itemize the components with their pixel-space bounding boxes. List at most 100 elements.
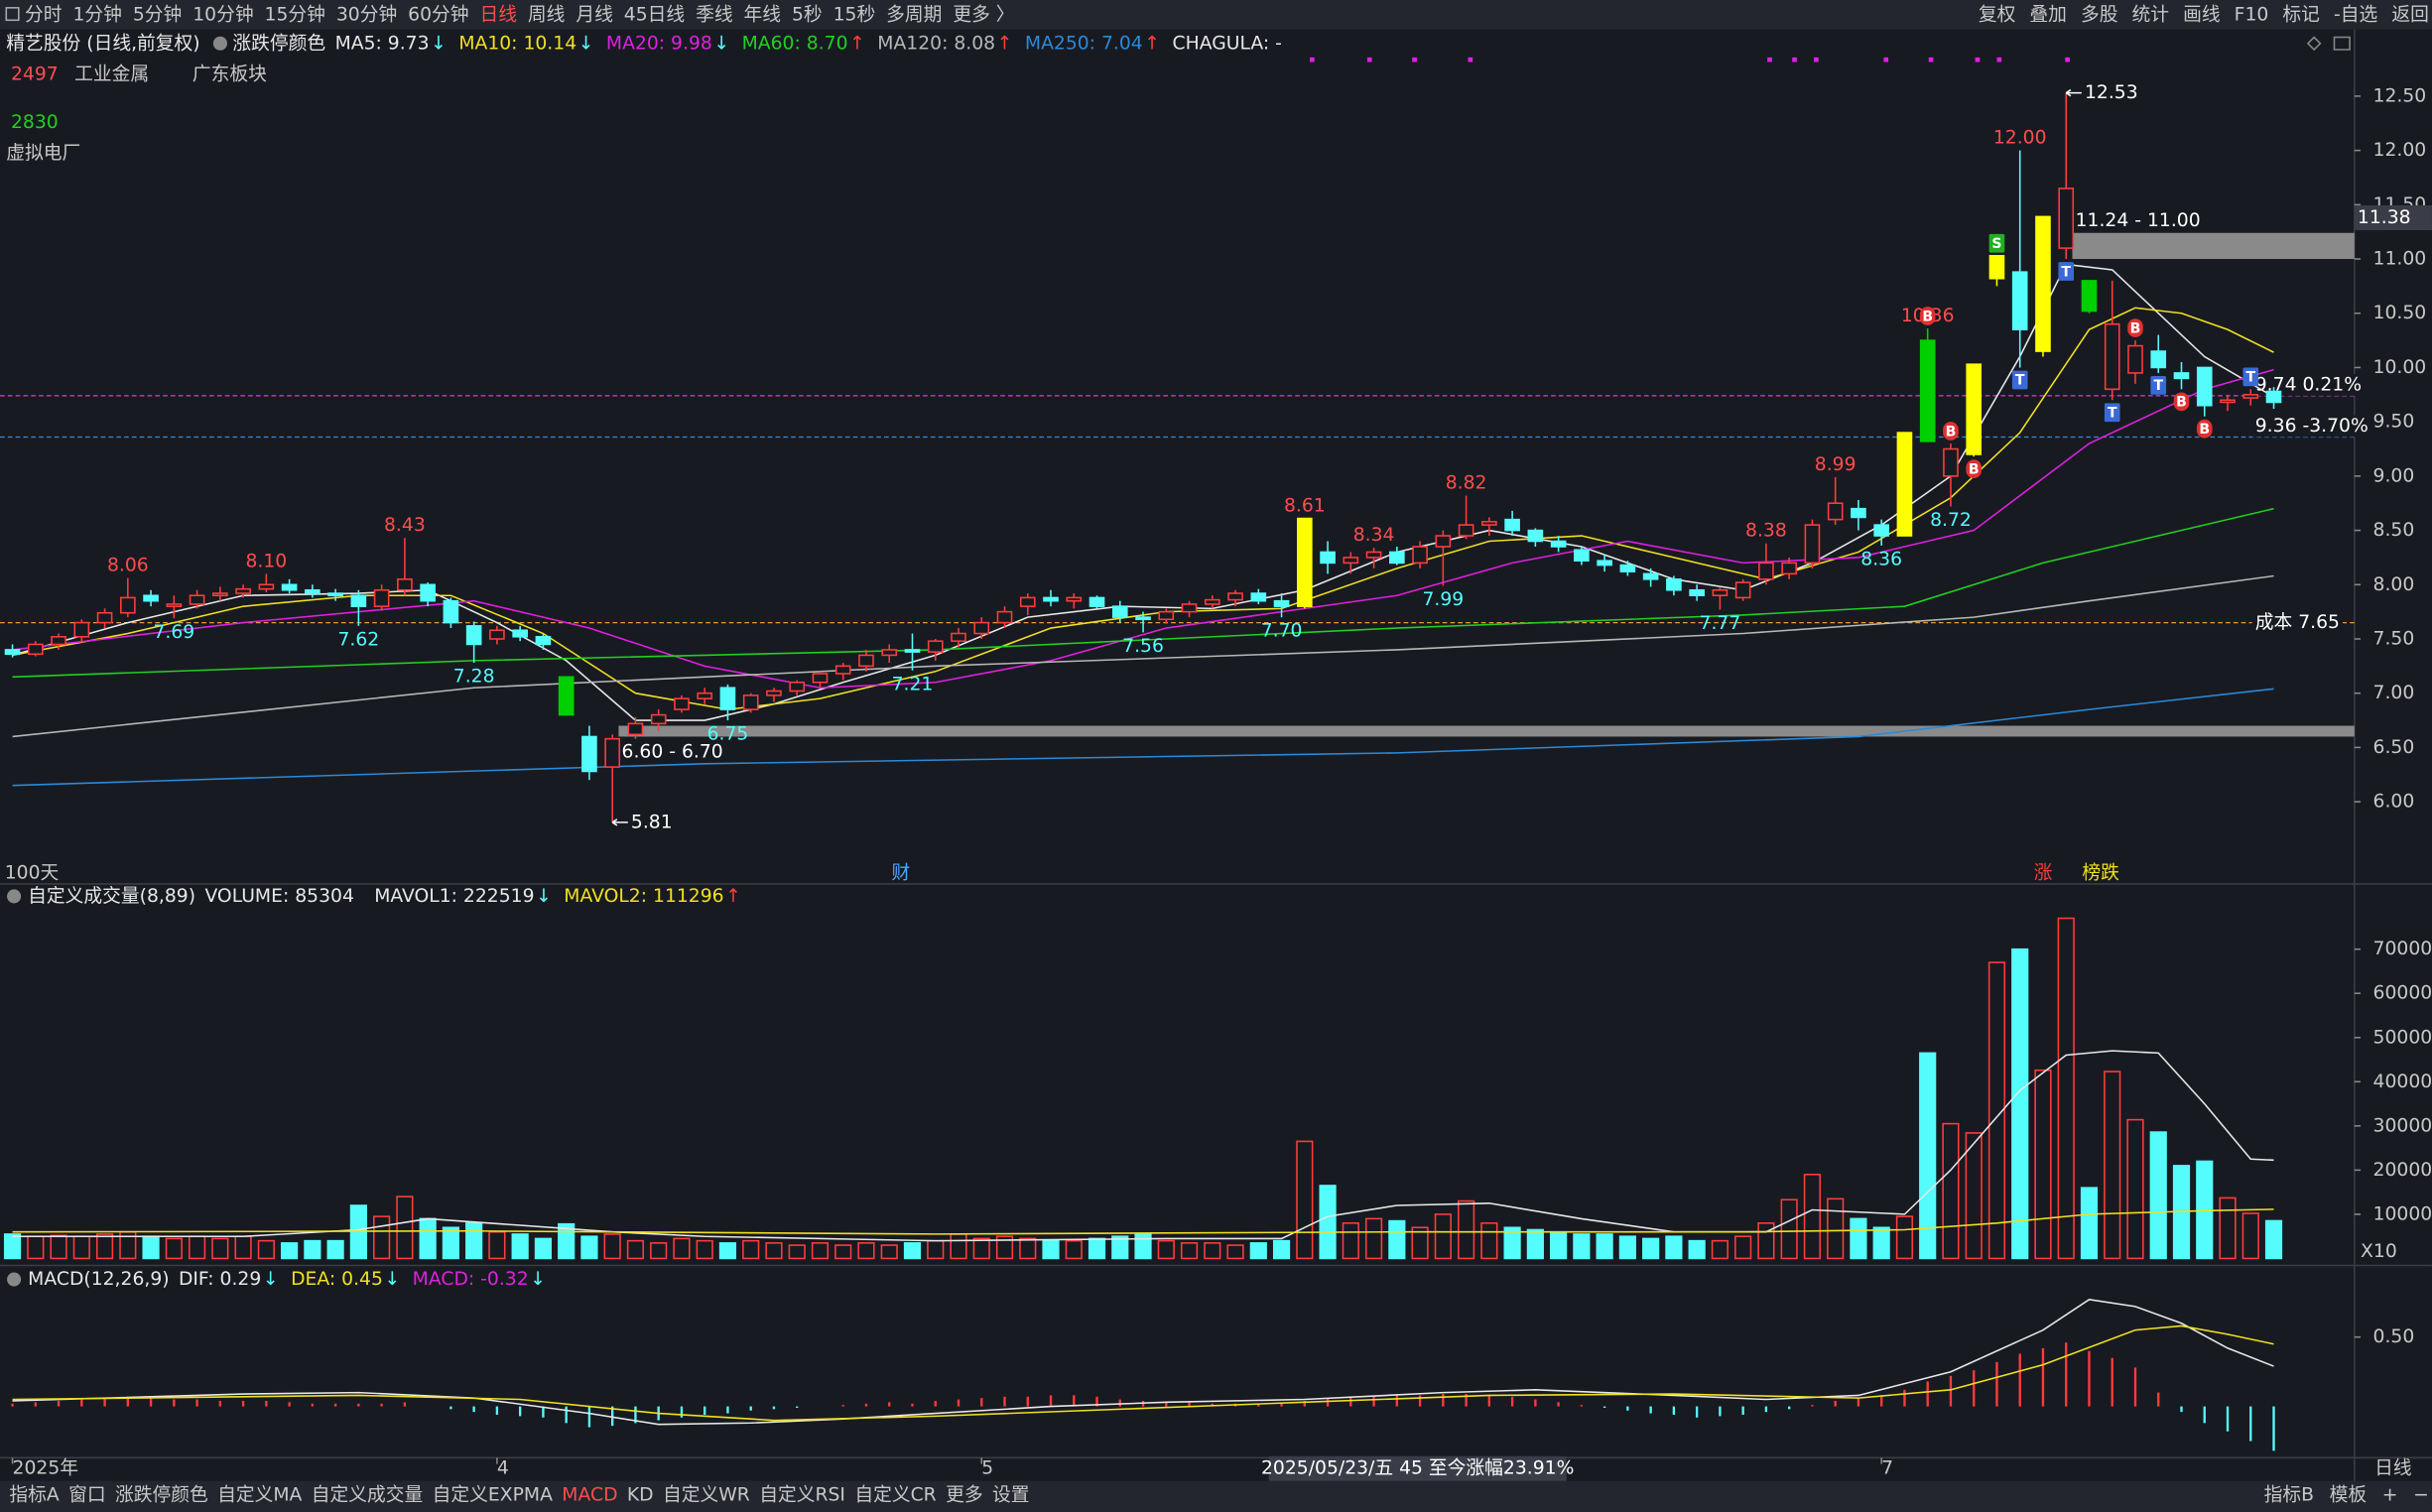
volume-bar [2264, 1219, 2283, 1260]
extreme-arrow [2065, 88, 2082, 97]
period-button[interactable]: 多周期 [886, 3, 942, 25]
candle-body [904, 649, 921, 653]
sector-name[interactable]: 广东板块 [192, 63, 267, 85]
volume-bar [1665, 1235, 1683, 1260]
period-button[interactable]: 5秒 [792, 3, 823, 25]
candle-body [327, 592, 343, 597]
volume-bar [1919, 1052, 1937, 1260]
indicator-tab[interactable]: 更多 [946, 1483, 983, 1505]
indicator-tab[interactable]: − [2413, 1484, 2429, 1505]
extreme-label: 12.53 [2085, 82, 2138, 103]
indicator-tab[interactable]: 指标A [9, 1483, 59, 1505]
volume-bar [281, 1242, 299, 1260]
candle-body [1988, 254, 2005, 280]
period-button[interactable]: 10分钟 [192, 3, 253, 25]
indicator-tab[interactable]: 自定义CR [854, 1483, 936, 1505]
candle-body [766, 690, 782, 696]
tool-button[interactable]: 叠加 [2029, 3, 2066, 25]
low-label: 6.75 [707, 724, 749, 745]
candle-body [1066, 596, 1083, 602]
legend-arrow: ↑ [725, 886, 741, 907]
tool-button[interactable]: F10 [2235, 4, 2269, 25]
indicator-tab[interactable]: + [2382, 1484, 2398, 1505]
indicator-tab[interactable]: 窗口 [68, 1483, 106, 1505]
candle-body [951, 632, 966, 642]
candle-body [1088, 596, 1105, 607]
period-button[interactable]: 60分钟 [408, 3, 468, 25]
tool-button[interactable]: 多股 [2081, 3, 2118, 25]
label-bg [2251, 415, 2371, 438]
tool-button[interactable]: 统计 [2132, 3, 2170, 25]
period-button[interactable]: 30分钟 [336, 3, 397, 25]
volume-bar [1480, 1222, 1498, 1260]
candle-body [1365, 551, 1382, 559]
legend-entry: DIF: 0.29 [179, 1269, 261, 1290]
indicator-tab[interactable]: 自定义EXPMA [433, 1483, 553, 1505]
tool-button[interactable]: 复权 [1979, 3, 2016, 25]
period-button[interactable]: 更多 〉 [953, 3, 1014, 25]
marker-dot [1996, 57, 2002, 63]
period-button[interactable]: 1分钟 [72, 3, 121, 25]
tool-button[interactable]: 标记 [2282, 3, 2320, 25]
macd-line [12, 1299, 2274, 1426]
tool-button[interactable]: -自选 [2334, 3, 2378, 25]
period-button[interactable]: 月线 [576, 3, 613, 25]
period-button[interactable]: 日线 [479, 3, 517, 25]
period-button[interactable]: 年线 [744, 3, 782, 25]
period-button[interactable]: 5分钟 [133, 3, 182, 25]
volume-bar [834, 1244, 852, 1260]
volume-bar [558, 1222, 576, 1260]
indicator-tab[interactable]: 指标B [2264, 1483, 2314, 1505]
sector-name[interactable]: 虚拟电厂 [6, 142, 80, 164]
macd-line [12, 1324, 2274, 1422]
volume-bar [1780, 1198, 1798, 1260]
indicator-tab[interactable]: 涨跌停颜色 [115, 1483, 208, 1505]
tool-button[interactable]: 返回 [2391, 3, 2429, 25]
period-button[interactable]: 15秒 [833, 3, 876, 25]
sector-name[interactable]: 工业金属 [74, 63, 149, 85]
low-label: 7.21 [892, 674, 934, 694]
candle-body [742, 694, 759, 710]
signal-text: T [2108, 406, 2117, 422]
period-button[interactable]: 分时 [25, 3, 63, 25]
volume-bar [211, 1237, 229, 1260]
indicator-tab[interactable]: MACD [562, 1484, 617, 1505]
signal-text: B [1946, 424, 1957, 440]
indicator-tab[interactable]: 模板 [2330, 1483, 2368, 1505]
indicator-tab[interactable]: 自定义RSI [759, 1483, 845, 1505]
indicator-tab[interactable]: 设置 [992, 1483, 1029, 1505]
candle-body [465, 625, 482, 646]
signal-text: B [2199, 422, 2210, 438]
indicator-tab[interactable]: KD [627, 1484, 654, 1505]
period-button[interactable]: 15分钟 [265, 3, 325, 25]
legend-arrow: ↓ [263, 1269, 279, 1290]
window-icon [5, 7, 20, 22]
candle-body [512, 629, 528, 638]
period-button[interactable]: 周线 [528, 3, 566, 25]
signal-text: T [2245, 370, 2255, 386]
volume-bar [1342, 1222, 1359, 1260]
cursor-price: 11.38 [2358, 207, 2411, 228]
candle-body [1550, 540, 1567, 548]
indicator-value: CHAGULA: - [1173, 33, 1282, 54]
indicator-tab[interactable]: 自定义成交量 [312, 1483, 424, 1505]
marker-dot [1468, 57, 1473, 63]
sector-code: 2497 [11, 64, 59, 85]
period-button[interactable]: 季线 [696, 3, 733, 25]
candle-body [2104, 322, 2120, 391]
volume-bar [2241, 1212, 2259, 1260]
volume-bar [1711, 1239, 1729, 1260]
price-zone [618, 725, 2355, 737]
legend-entry: MACD: -0.32 [413, 1269, 529, 1290]
indicator-tab[interactable]: 自定义WR [663, 1483, 750, 1505]
volume-bar [718, 1242, 737, 1260]
volume-bar [2149, 1131, 2167, 1260]
indicator-tab[interactable]: 自定义MA [217, 1483, 302, 1505]
tool-button[interactable]: 画线 [2183, 3, 2221, 25]
period-button[interactable]: 45日线 [624, 3, 686, 25]
candle-body [1943, 447, 1959, 477]
candle-body [1320, 551, 1336, 565]
volume-bar [1757, 1222, 1775, 1260]
volume-bar [1827, 1197, 1845, 1260]
volume-bar [165, 1237, 183, 1260]
